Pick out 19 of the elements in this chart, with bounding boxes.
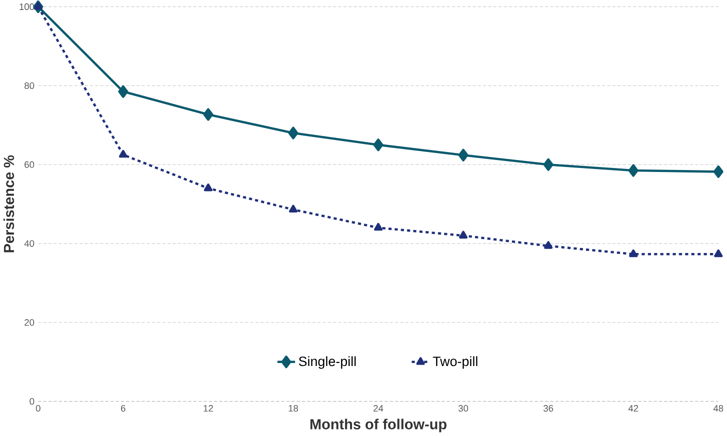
y-tick-label: 40 xyxy=(24,240,34,247)
y-tick-label: 60 xyxy=(24,161,34,168)
legend-label: Two-pill xyxy=(432,356,478,369)
x-tick-label: 42 xyxy=(628,405,638,412)
x-tick-label: 48 xyxy=(713,405,724,412)
x-tick-label: 18 xyxy=(288,405,298,412)
y-tick-label: 0 xyxy=(30,398,34,405)
x-axis-title: Months of follow-up xyxy=(310,418,446,432)
x-tick-label: 6 xyxy=(121,405,126,412)
legend-label: Single-pill xyxy=(298,356,356,369)
x-tick-label: 30 xyxy=(458,405,468,412)
x-tick-label: 36 xyxy=(544,405,554,412)
x-tick-label: 0 xyxy=(36,405,40,412)
x-tick-label: 12 xyxy=(204,405,213,412)
y-tick-label: 100 xyxy=(20,4,34,10)
y-tick-label: 80 xyxy=(24,82,34,90)
y-tick-label: 20 xyxy=(24,319,34,326)
x-tick-label: 24 xyxy=(374,405,384,412)
y-axis-title: Persistence % xyxy=(3,156,14,252)
